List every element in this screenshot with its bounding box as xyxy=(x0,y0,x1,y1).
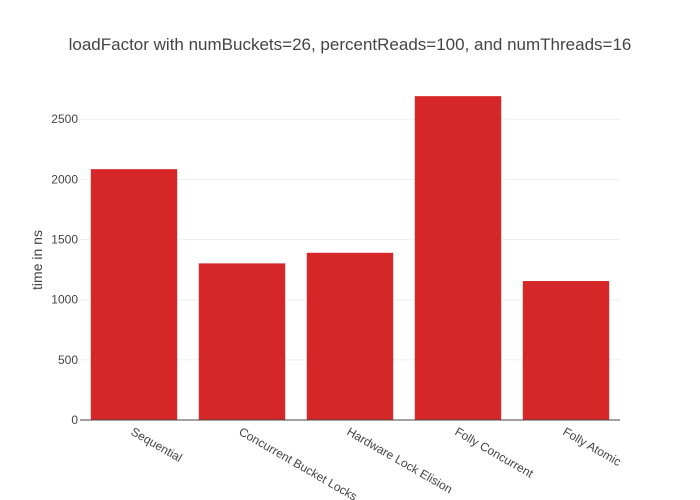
y-tick-label: 1500 xyxy=(51,233,78,247)
x-tick-label: Hardware Lock Elision xyxy=(345,424,455,496)
bar[interactable] xyxy=(198,263,286,420)
y-tick-label: 1000 xyxy=(51,293,78,307)
y-tick-label: 0 xyxy=(71,413,78,427)
chart-title: loadFactor with numBuckets=26, percentRe… xyxy=(69,35,632,54)
x-axis-ticks: Sequential Concurrent Bucket LocksHardwar… xyxy=(129,424,624,500)
bars xyxy=(90,96,610,420)
x-tick-label: Sequential xyxy=(129,424,185,464)
x-tick-label: Concurrent Bucket Locks xyxy=(237,424,360,500)
bar[interactable] xyxy=(306,252,394,420)
bar[interactable] xyxy=(522,281,610,420)
y-tick-label: 2000 xyxy=(51,172,78,186)
bar[interactable] xyxy=(414,96,502,420)
x-tick-label: Folly Concurrent xyxy=(453,424,537,480)
y-tick-label: 500 xyxy=(58,353,78,367)
y-tick-label: 2500 xyxy=(51,112,78,126)
y-axis-title: time in ns xyxy=(29,230,45,290)
bar[interactable] xyxy=(90,169,178,420)
y-axis-ticks: 0 500 1000 1500 2000 2500 xyxy=(51,112,78,427)
x-tick-label: Folly Atomic xyxy=(561,424,624,468)
